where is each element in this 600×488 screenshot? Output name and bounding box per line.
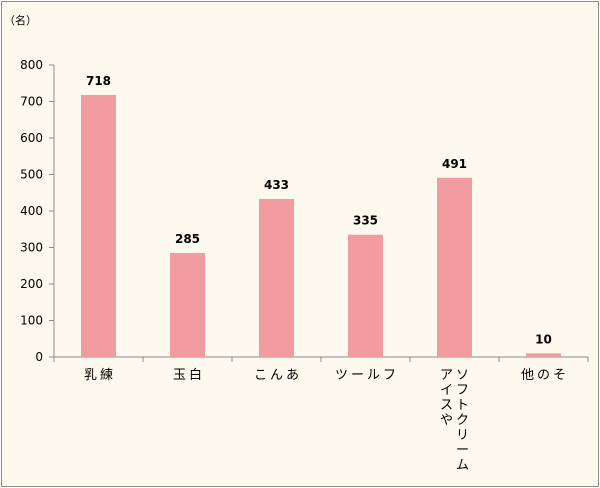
category-label-char: あ	[286, 368, 299, 383]
y-tick-label: 600	[20, 131, 43, 145]
y-tick-label: 300	[20, 241, 43, 255]
bar	[437, 177, 472, 357]
category-label-char: 練	[100, 368, 113, 383]
category-label-char: リ	[456, 428, 469, 443]
bar	[81, 94, 116, 358]
bar	[259, 198, 294, 357]
data-label: 10	[535, 332, 552, 346]
category-label-char: ツ	[335, 368, 348, 383]
bars	[81, 94, 561, 358]
data-label: 285	[175, 232, 200, 246]
category-label-char: ア	[440, 368, 453, 383]
y-tick-label: 400	[20, 204, 43, 218]
category-label: 白玉	[173, 367, 202, 383]
category-label-char: フ	[383, 368, 396, 383]
category-label-char: ソ	[456, 368, 469, 383]
category-label-char: や	[440, 413, 453, 428]
data-label: 433	[264, 178, 289, 192]
category-label-char: 乳	[84, 368, 97, 383]
category-label-char: そ	[553, 368, 566, 383]
y-tick-label: 100	[20, 314, 43, 328]
y-tick-label: 0	[35, 350, 43, 364]
category-label: あんこ	[254, 368, 299, 383]
category-label-char: イ	[440, 383, 453, 398]
data-label: 491	[442, 157, 467, 171]
data-labels: 718 285 433 335 491 10	[86, 74, 552, 346]
y-tick-label: 800	[20, 58, 43, 72]
bar	[170, 252, 205, 357]
category-label-char: ー	[351, 368, 364, 383]
category-label-char: ル	[367, 368, 380, 383]
y-axis-ticks: 0 100 200 300 400 500 600 700 800	[20, 58, 54, 364]
category-label: 練乳	[84, 368, 113, 383]
y-tick-label: 500	[20, 168, 43, 182]
category-label-char: ト	[456, 398, 469, 413]
category-label-char: こ	[254, 368, 267, 383]
category-label-char: ん	[270, 368, 283, 383]
bar	[526, 353, 561, 357]
data-label: 335	[353, 214, 378, 228]
y-tick-label: 200	[20, 277, 43, 291]
data-label: 718	[86, 74, 111, 88]
category-label-char: ー	[456, 443, 469, 458]
x-axis-ticks	[53, 357, 589, 362]
category-label-char: 他	[521, 368, 534, 383]
y-unit-label: （名）	[4, 13, 37, 27]
y-tick-label: 700	[20, 95, 43, 109]
bar	[348, 234, 383, 357]
category-label-char: 白	[189, 367, 202, 383]
category-label-char: 玉	[173, 368, 186, 383]
category-label-char: の	[537, 368, 550, 383]
category-label-char: ク	[456, 413, 469, 428]
category-label: その他	[521, 368, 566, 383]
category-label-char: ム	[456, 458, 469, 473]
category-label-char: フ	[456, 383, 469, 398]
category-label-char: ス	[440, 398, 453, 413]
